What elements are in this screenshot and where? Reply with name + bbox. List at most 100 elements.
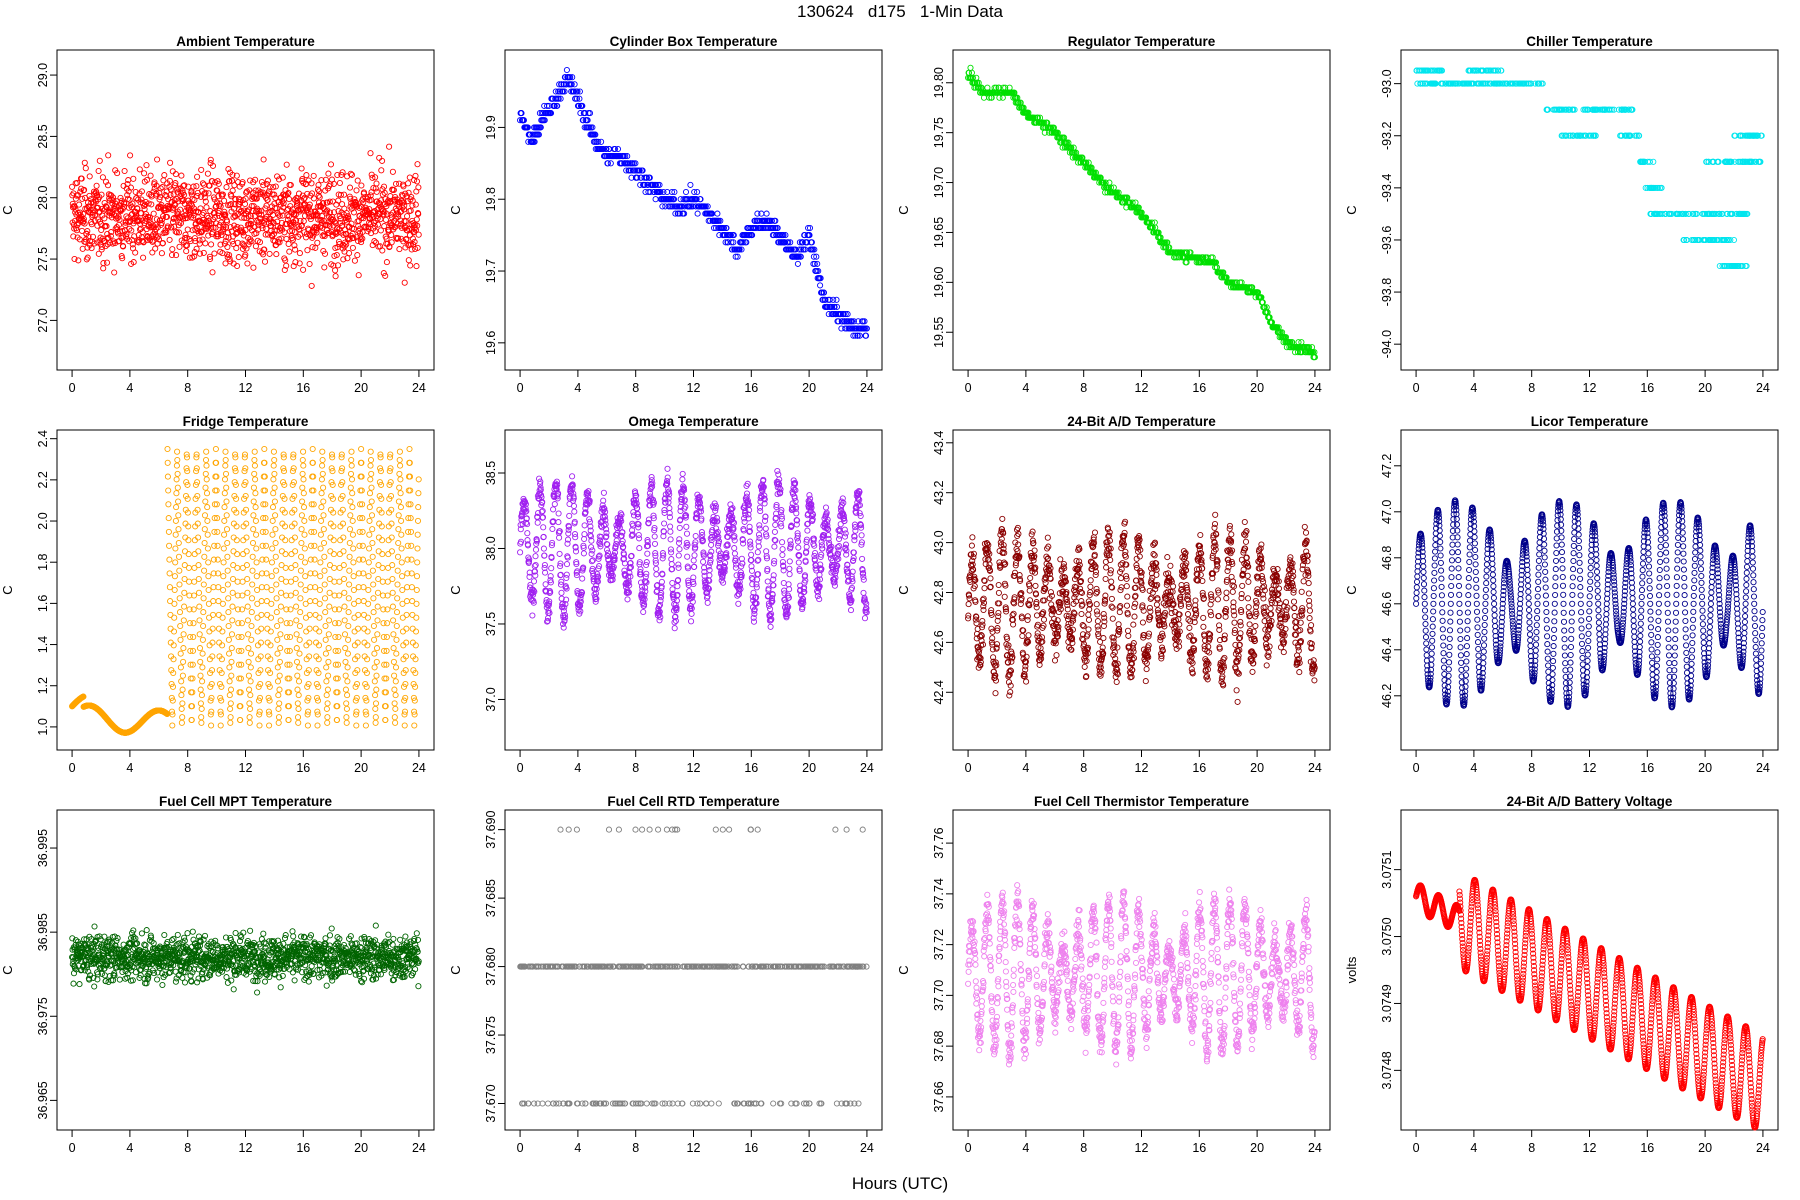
data-point bbox=[200, 609, 207, 616]
data-point bbox=[164, 459, 171, 466]
data-point bbox=[203, 476, 210, 483]
data-point bbox=[200, 220, 207, 227]
data-point bbox=[202, 470, 209, 477]
y-tick-label: 27.0 bbox=[36, 308, 50, 332]
data-point bbox=[214, 187, 221, 194]
data-point bbox=[323, 705, 330, 712]
data-point bbox=[169, 246, 176, 253]
data-point bbox=[143, 176, 151, 184]
data-point bbox=[204, 504, 211, 511]
data-point bbox=[200, 209, 207, 216]
data-point bbox=[209, 162, 217, 169]
data-point bbox=[258, 598, 265, 605]
data-point bbox=[233, 172, 240, 179]
data-point bbox=[277, 645, 284, 652]
y-tick-label: 19.70 bbox=[932, 167, 946, 198]
data-point bbox=[337, 191, 344, 198]
data-point bbox=[172, 180, 179, 187]
data-point bbox=[298, 165, 305, 172]
data-point bbox=[400, 206, 408, 213]
data-point bbox=[201, 526, 208, 533]
data-point bbox=[394, 581, 401, 588]
data-point bbox=[121, 167, 128, 175]
data-point bbox=[401, 202, 408, 209]
data-point bbox=[229, 617, 236, 624]
x-tick-label: 24 bbox=[860, 381, 874, 395]
data-point bbox=[277, 631, 284, 638]
data-point bbox=[1730, 236, 1738, 244]
data-point bbox=[340, 548, 347, 555]
data-point bbox=[373, 180, 380, 187]
data-point bbox=[243, 548, 250, 555]
data-point bbox=[278, 548, 285, 555]
data-point bbox=[283, 235, 290, 242]
data-point bbox=[219, 628, 226, 635]
data-point bbox=[84, 228, 91, 235]
data-point bbox=[415, 210, 422, 218]
data-point bbox=[221, 476, 229, 483]
data-point bbox=[166, 542, 173, 549]
data-point bbox=[321, 264, 328, 271]
data-point bbox=[308, 180, 315, 187]
data-point bbox=[202, 484, 209, 491]
data-point bbox=[195, 562, 202, 569]
data-point bbox=[371, 636, 378, 643]
data-point bbox=[292, 246, 299, 253]
data-point bbox=[98, 191, 105, 198]
data-point bbox=[547, 110, 555, 117]
data-point bbox=[220, 573, 227, 580]
data-point bbox=[342, 686, 349, 693]
data-point bbox=[157, 185, 164, 192]
data-point bbox=[159, 184, 166, 191]
data-point bbox=[365, 600, 372, 607]
data-point bbox=[226, 692, 233, 699]
data-point bbox=[300, 195, 308, 202]
data-point bbox=[179, 672, 186, 679]
data-point bbox=[355, 272, 362, 279]
data-point bbox=[267, 628, 274, 635]
data-point bbox=[252, 517, 259, 524]
data-point bbox=[228, 658, 235, 665]
data-point bbox=[164, 224, 171, 231]
data-point bbox=[375, 548, 382, 555]
data-point bbox=[325, 645, 332, 652]
data-point bbox=[222, 456, 229, 464]
x-tick-label: 20 bbox=[1698, 381, 1712, 395]
data-point bbox=[366, 490, 374, 497]
data-point bbox=[226, 178, 233, 185]
data-point bbox=[234, 262, 241, 270]
data-point bbox=[183, 242, 191, 249]
data-point bbox=[209, 269, 216, 276]
data-point bbox=[152, 225, 159, 233]
data-point bbox=[344, 173, 351, 180]
data-point bbox=[173, 229, 180, 236]
data-point bbox=[122, 222, 129, 229]
data-point bbox=[124, 191, 131, 199]
data-point bbox=[256, 722, 263, 729]
panel-title: Ambient Temperature bbox=[176, 34, 315, 49]
data-point bbox=[173, 476, 180, 483]
data-point bbox=[694, 210, 701, 217]
data-point bbox=[265, 231, 272, 238]
data-point bbox=[354, 625, 362, 632]
data-point bbox=[378, 197, 385, 204]
data-point bbox=[274, 622, 281, 630]
data-point bbox=[341, 589, 348, 596]
data-point bbox=[222, 462, 229, 469]
data-point bbox=[346, 236, 353, 243]
data-point bbox=[345, 622, 352, 630]
data-point bbox=[221, 504, 228, 511]
data-point bbox=[391, 686, 398, 693]
data-point bbox=[205, 232, 212, 239]
data-point bbox=[220, 559, 227, 566]
data-point bbox=[346, 184, 354, 191]
data-point bbox=[196, 631, 203, 638]
data-point bbox=[225, 609, 232, 616]
x-tick-label: 4 bbox=[1022, 381, 1029, 395]
y-tick-label: 19.60 bbox=[932, 267, 946, 298]
data-point bbox=[575, 102, 582, 109]
data-point bbox=[80, 215, 87, 223]
data-point bbox=[108, 229, 115, 236]
y-tick-label: 19.80 bbox=[932, 67, 946, 98]
data-point bbox=[586, 110, 594, 117]
